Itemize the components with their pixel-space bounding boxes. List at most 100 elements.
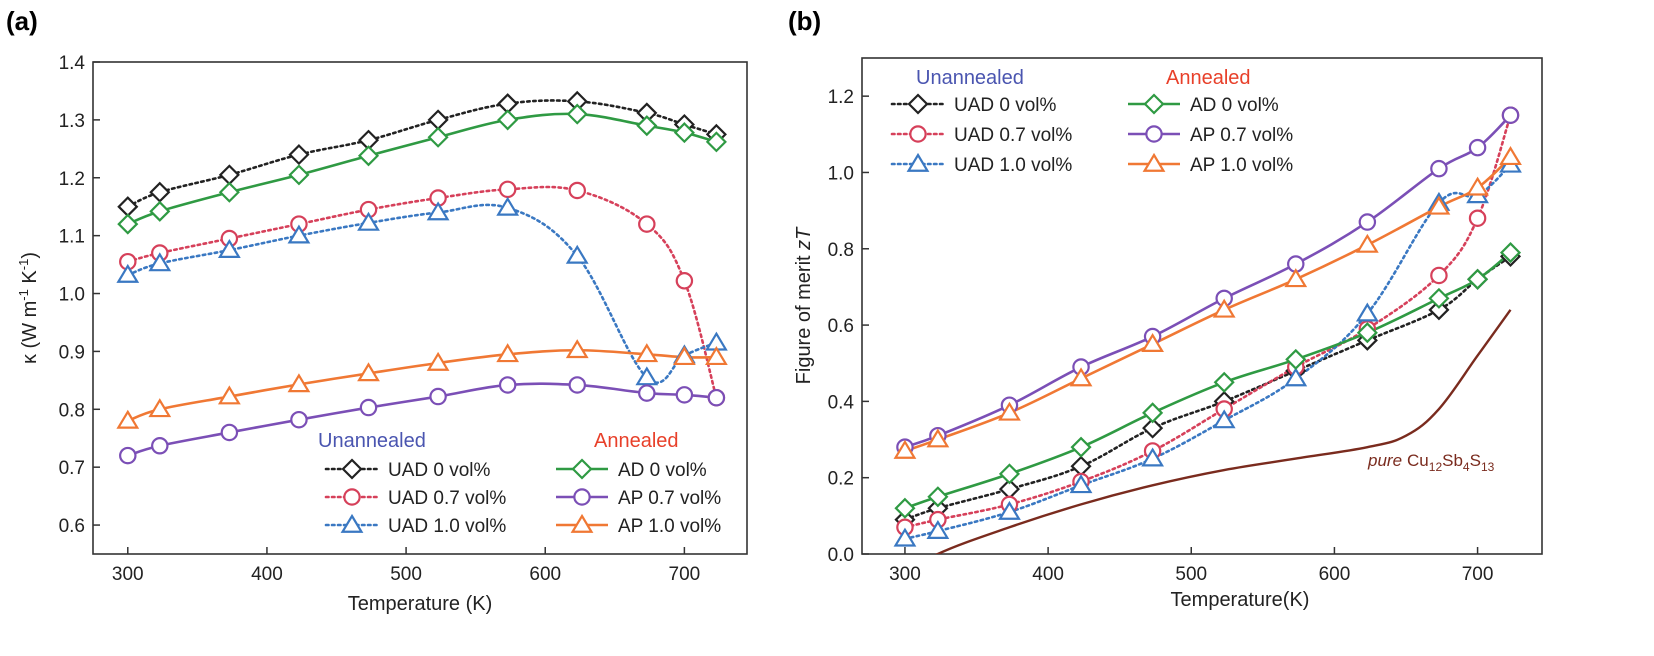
panel-b-point-ap-1-0-vol	[1427, 195, 1451, 215]
panel-b-xtick-label: 500	[1175, 564, 1207, 585]
panel-a-ytick-label: 0.8	[59, 400, 85, 421]
panel-b-point-ad-0-vol	[1213, 371, 1235, 393]
panel-a-legend-marker-uad-0-7-vol	[343, 488, 361, 506]
panel-a-point-ad-0-vol	[497, 109, 519, 131]
panel-a-legend-unannealed: Unannealed	[318, 430, 426, 452]
panel-a-xtick-label: 400	[251, 564, 283, 585]
panel-a-point-uad-1-0-vol	[496, 196, 520, 216]
panel-a-ytick-label: 1.2	[59, 169, 85, 190]
panel-b-xtick-label: 300	[889, 564, 921, 585]
panel-a-point-ap-0-7-vol	[675, 386, 694, 404]
panel-b-point-ap-1-0-vol	[1069, 367, 1093, 387]
panel-a-point-ap-1-0-vol	[496, 343, 520, 363]
panel-a-series-uad-1-0-vol	[126, 203, 718, 384]
panel-b-point-uad-1-0-vol	[998, 500, 1021, 520]
pure-sub2: 4	[1463, 460, 1470, 474]
panel-a-point-uad-1-0-vol	[565, 244, 589, 264]
panel-b-point-ad-0-vol	[1428, 287, 1450, 309]
panel-b-legend-marker-ad-0-vol	[1143, 93, 1165, 115]
panel-a-point-ad-0-vol	[357, 145, 380, 167]
panel-b-series-uad-1-0-vol	[903, 163, 1512, 541]
panel-b-point-ap-1-0-vol	[1355, 233, 1379, 253]
panel-a-point-ap-1-0-vol	[426, 351, 450, 371]
panel-a-label: (a)	[6, 6, 38, 36]
panel-a-ylabel-main: κ (W m	[19, 301, 41, 364]
panel-b-point-ap-0-7-vol	[1358, 213, 1377, 231]
panel-a-point-ap-0-7-vol	[638, 384, 656, 402]
panel-a-point-ad-0-vol	[705, 131, 727, 153]
panel-b-point-ap-1-0-vol	[1141, 333, 1165, 353]
panel-a-ylabel-exp1: -1	[16, 289, 31, 301]
panel-b-frame	[861, 57, 1543, 555]
panel-a-ytick-label: 1.1	[59, 227, 85, 248]
panel-b-point-uad-1-0-vol	[1141, 447, 1165, 467]
panel-a-point-ad-0-vol	[427, 126, 449, 148]
panel-b-point-ap-1-0-vol	[1212, 298, 1236, 318]
pure-cu: Cu	[1407, 451, 1429, 470]
panel-a-legend: Unannealed Annealed UAD 0 vol% UAD 0.7 vo…	[318, 430, 721, 537]
panel-b-point-ap-1-0-vol	[998, 401, 1021, 421]
panel-b-legend-label-ap-1-0-vol: AP 1.0 vol%	[1190, 155, 1293, 176]
panel-b-point-ad-0-vol	[1467, 268, 1489, 290]
panel-a-point-ad-0-vol	[117, 213, 139, 235]
panel-b-point-ap-0-7-vol	[1468, 138, 1487, 157]
panel-b-legend-label-uad-1-0-vol: UAD 1.0 vol%	[954, 155, 1072, 176]
panel-b-point-ad-0-vol	[1356, 322, 1378, 344]
panel-a-point-ap-0-7-vol	[151, 437, 169, 455]
panel-b-label: (b)	[788, 6, 821, 36]
panel-a-point-ap-0-7-vol	[290, 410, 308, 429]
panel-b-series-pure	[935, 309, 1512, 554]
panel-a-point-uad-0-7-vol	[498, 180, 517, 199]
panel-a-point-ap-1-0-vol	[287, 373, 311, 393]
panel-b-ylabel-main: Figure of merit	[793, 250, 815, 384]
panel-a-point-ad-0-vol	[636, 115, 658, 137]
panel-b-point-uad-1-0-vol	[1284, 367, 1308, 387]
pure-sub1: 12	[1429, 460, 1443, 474]
panel-b-legend-marker-ap-0-7-vol	[1145, 125, 1163, 143]
panel-a-point-uad-0-7-vol	[675, 272, 694, 290]
panel-b-ytick-label: 0.2	[828, 469, 854, 490]
panel-b-point-ad-0-vol	[894, 497, 916, 519]
panel-b-ytick-label: 1.2	[828, 87, 854, 108]
panel-a-ylabel: κ (W m-1 K-1)	[16, 252, 41, 364]
panel-b-legend-marker-uad-0-vol	[907, 93, 929, 115]
panel-b-point-uad-1-0-vol	[1212, 409, 1236, 429]
pure-sb: Sb	[1442, 451, 1463, 470]
panel-b-xtick-label: 400	[1032, 564, 1064, 585]
panel-a-xtick-label: 500	[390, 564, 422, 585]
panel-a-legend-marker-ap-1-0-vol	[570, 513, 594, 533]
panel-b-point-ap-1-0-vol	[926, 428, 950, 448]
panel-a-ylabel-mid: K	[19, 270, 41, 290]
panel-a-chart: 300 400 500 600 700 0.6 0.7 0.8 0.9 1.0 1.1 1.2 1.3 1…	[16, 53, 748, 615]
panel-a-point-uad-1-0-vol	[426, 201, 450, 221]
panel-a-ytick-label: 0.7	[59, 458, 85, 479]
panel-a-legend-label-uad-1-0-vol: UAD 1.0 vol%	[388, 516, 506, 537]
pure-s: S	[1470, 451, 1481, 470]
panel-a-point-ad-0-vol	[673, 122, 695, 144]
panel-a-legend-marker-ad-0-vol	[571, 458, 593, 480]
panel-b-legend-marker-uad-1-0-vol	[906, 152, 930, 172]
panel-a-ytick-label: 1.0	[59, 285, 85, 306]
panel-b-point-ap-1-0-vol	[1284, 268, 1308, 288]
panel-b-legend-marker-uad-0-7-vol	[909, 125, 927, 143]
panel-a-legend-annealed: Annealed	[594, 430, 679, 452]
panel-a-point-ad-0-vol	[566, 103, 588, 125]
panel-a-point-uad-1-0-vol	[287, 224, 311, 244]
panel-b-legend-annealed: Annealed	[1166, 67, 1251, 89]
panel-b-xlabel: Temperature(K)	[1171, 589, 1310, 611]
panel-b-ytick-label: 1.0	[828, 163, 854, 184]
panel-a-series-uad-0-vol	[126, 99, 718, 209]
panel-b-point-ad-0-vol	[1142, 402, 1164, 424]
panel-b-point-uad-1-0-vol	[926, 519, 950, 539]
panel-a-legend-marker-ap-0-7-vol	[573, 488, 591, 506]
panel-b-chart: 300 400 500 600 700 0.0 0.2 0.4 0.6 0.8 1.0 1.2 Tem…	[793, 57, 1543, 611]
panel-a-point-ap-1-0-vol	[148, 398, 172, 418]
panel-a-frame	[92, 61, 748, 555]
panel-a-point-ap-1-0-vol	[704, 346, 728, 366]
panel-a-point-ap-1-0-vol	[217, 385, 241, 405]
panel-a-xtick-label: 600	[529, 564, 561, 585]
panel-a-point-ap-0-7-vol	[220, 423, 239, 442]
panel-b-point-ad-0-vol	[1285, 348, 1307, 370]
panel-a-legend-marker-uad-1-0-vol	[340, 513, 364, 533]
